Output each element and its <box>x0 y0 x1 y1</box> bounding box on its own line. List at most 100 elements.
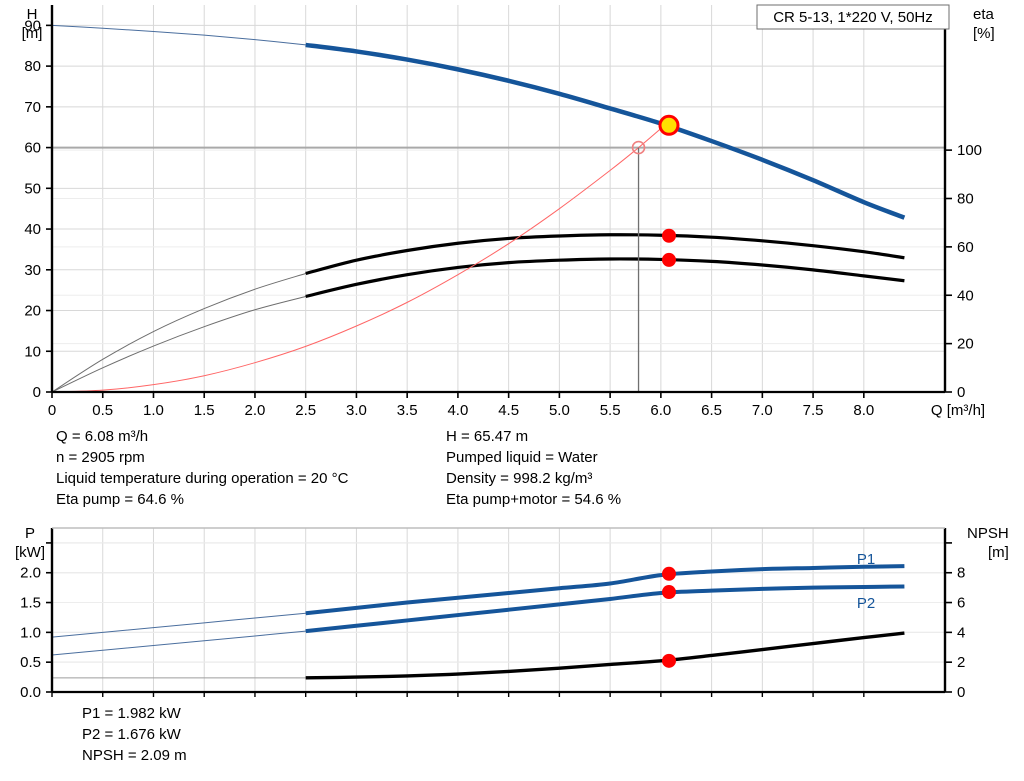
p1-curve-label: P1 <box>857 551 875 568</box>
head-axis-title-line1: H <box>27 6 38 23</box>
head-chart-axes: 0 10 20 30 40 50 60 70 80 90 0 20 40 60 80 100 0 0.5 1.0 1.… <box>24 5 982 419</box>
eta-pump-curve <box>305 233 905 276</box>
tick-label-q-5: 2.5 <box>295 402 316 419</box>
head-axis-title-line2: [m] <box>22 25 43 42</box>
head-h--curve-thin <box>51 24 310 46</box>
p2-curve-label: P2 <box>857 595 875 612</box>
tick-label-p-3: 1.5 <box>20 595 41 612</box>
duty-point-left-line-4: Eta pump = 64.6 % <box>56 491 184 508</box>
duty-point-marker <box>658 114 680 136</box>
head-chart-markers <box>631 114 680 267</box>
npsh-point-marker <box>661 653 676 668</box>
power-axis-title-line1: P <box>25 525 35 542</box>
tick-label-q-11: 5.5 <box>600 402 621 419</box>
tick-label-eta-80: 80 <box>957 191 974 208</box>
tick-label-q-8: 4.0 <box>447 402 468 419</box>
duty-point-left-line-3: Liquid temperature during operation = 20… <box>56 470 349 487</box>
power-npsh-values: P1 = 1.982 kW P2 = 1.676 kW NPSH = 2.09 m <box>82 703 187 766</box>
duty-point-left-line-1: Q = 6.08 m³/h <box>56 428 149 445</box>
tick-label-eta-100: 100 <box>957 142 982 159</box>
pump-model-title: CR 5-13, 1*220 V, 50Hz <box>773 9 933 26</box>
tick-label-p-4: 2.0 <box>20 565 41 582</box>
tick-label-q-0: 0 <box>48 402 56 419</box>
tick-label-q-4: 2.0 <box>245 402 266 419</box>
power-value-line-1: P1 = 1.982 kW <box>82 705 181 722</box>
tick-label-h-10: 10 <box>24 343 41 360</box>
duty-point-left-line-2: n = 2905 rpm <box>56 449 145 466</box>
system-curve-curve <box>51 121 670 393</box>
duty-point-right-line-4: Eta pump+motor = 54.6 % <box>446 491 622 508</box>
tick-label-h-50: 50 <box>24 180 41 197</box>
tick-label-q-1: 0.5 <box>92 402 113 419</box>
tick-label-npsh-4: 8 <box>957 565 965 582</box>
tick-label-h-40: 40 <box>24 221 41 238</box>
npsh-axis-title-line2: [m] <box>988 544 1009 561</box>
head-h--curve <box>305 42 906 220</box>
p2-point-marker <box>661 585 676 600</box>
system-curve-point-marker <box>631 140 646 155</box>
power-chart-titles: P [kW] NPSH [m] P1 P2 <box>15 525 1009 612</box>
tick-label-q-9: 4.5 <box>498 402 519 419</box>
tick-label-q-3: 1.5 <box>194 402 215 419</box>
tick-label-npsh-3: 6 <box>957 595 965 612</box>
chart-title-box: CR 5-13, 1*220 V, 50Hz <box>756 4 950 30</box>
power-value-line-2: P2 = 1.676 kW <box>82 726 181 743</box>
tick-label-h-90: 90 <box>24 17 41 34</box>
tick-label-q-13: 6.5 <box>701 402 722 419</box>
eta-pump-motor-point-marker <box>661 252 676 267</box>
tick-label-eta-40: 40 <box>957 287 974 304</box>
tick-label-q-16: 8.0 <box>853 402 874 419</box>
duty-point-right-line-3: Density = 998.2 kg/m³ <box>446 470 593 487</box>
tick-label-h-0: 0 <box>33 384 41 401</box>
tick-label-p-2: 1.0 <box>20 624 41 641</box>
tick-label-q-14: 7.0 <box>752 402 773 419</box>
power-chart-grid <box>52 528 945 692</box>
head-chart-curves <box>51 24 906 393</box>
eta-pump-motor-curve <box>305 257 905 299</box>
tick-label-p-1: 0.5 <box>20 654 41 671</box>
tick-label-h-70: 70 <box>24 99 41 116</box>
duty-point-right-column: H = 65.47 m Pumped liquid = Water Density … <box>446 426 621 510</box>
tick-label-h-20: 20 <box>24 303 41 320</box>
npsh-curve <box>305 631 905 680</box>
duty-point-right-line-2: Pumped liquid = Water <box>446 449 598 466</box>
eta-pump-curve-thin <box>51 271 310 393</box>
tick-label-q-7: 3.5 <box>397 402 418 419</box>
tick-label-npsh-2: 4 <box>957 624 965 641</box>
tick-label-p-0: 0.0 <box>20 684 41 701</box>
tick-label-q-2: 1.0 <box>143 402 164 419</box>
tick-label-npsh-0: 0 <box>957 684 965 701</box>
tick-label-q-12: 6.0 <box>650 402 671 419</box>
npsh-axis-title-line1: NPSH <box>967 525 1009 542</box>
eta-axis-title-line2: [%] <box>973 25 995 42</box>
tick-label-q-10: 5.0 <box>549 402 570 419</box>
p2-curve-thin <box>51 630 310 656</box>
power-axis-title-line2: [kW] <box>15 544 45 561</box>
power-chart-curves <box>51 564 905 680</box>
p1-curve <box>305 564 905 616</box>
tick-label-q-15: 7.5 <box>803 402 824 419</box>
duty-point-left-column: Q = 6.08 m³/h n = 2905 rpm Liquid temperat… <box>56 426 348 510</box>
tick-label-npsh-1: 2 <box>957 654 965 671</box>
head-chart-grid <box>52 5 945 392</box>
p1-point-marker <box>661 566 676 581</box>
tick-label-h-30: 30 <box>24 262 41 279</box>
q-axis-title: Q [m³/h] <box>931 402 985 419</box>
tick-label-q-6: 3.0 <box>346 402 367 419</box>
duty-point-right-line-1: H = 65.47 m <box>446 428 529 445</box>
power-chart-markers <box>661 566 676 668</box>
tick-label-h-80: 80 <box>24 58 41 75</box>
p1-curve-thin <box>51 612 310 638</box>
eta-axis-title-line1: eta <box>973 6 995 23</box>
head-chart-titles: H [m] eta [%] Q [m³/h] <box>22 6 995 419</box>
tick-label-eta-20: 20 <box>957 336 974 353</box>
power-chart-axes: 0.0 0.5 1.0 1.5 2.0 0 2 4 6 8 <box>20 527 965 701</box>
tick-label-eta-60: 60 <box>957 239 974 256</box>
tick-label-h-60: 60 <box>24 140 41 157</box>
title-box-border <box>756 4 950 30</box>
p2-curve <box>305 584 905 634</box>
tick-label-eta-0: 0 <box>957 384 965 401</box>
eta-pump-point-marker <box>661 228 676 243</box>
